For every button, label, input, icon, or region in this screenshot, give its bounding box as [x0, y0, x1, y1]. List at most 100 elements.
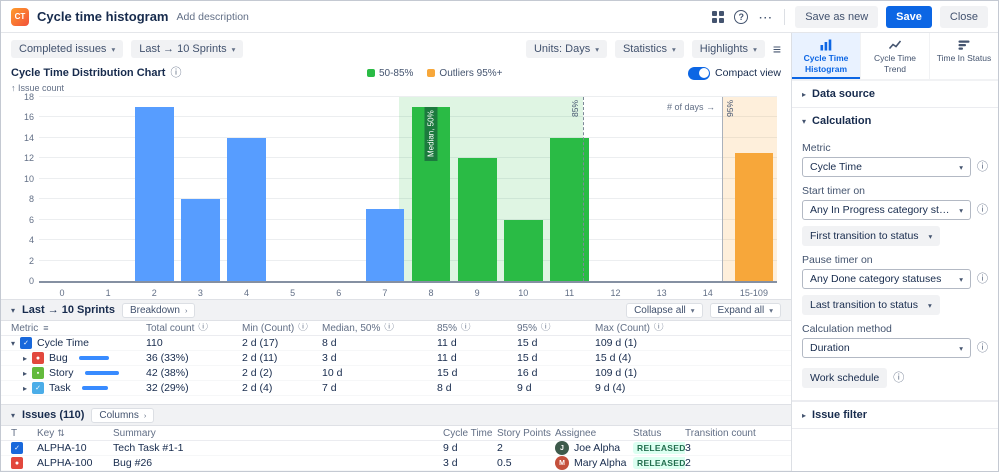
expand-chevron-icon[interactable]: ▾: [11, 338, 16, 348]
info-icon[interactable]: ⓘ: [170, 66, 182, 79]
issue-row[interactable]: ● ALPHA-100 Bug #26 3 d 0.5 M Mary Alpha RELEAS…: [1, 456, 791, 471]
help-icon[interactable]: ?: [734, 9, 749, 24]
section-calculation[interactable]: ▾ Calculation: [792, 108, 998, 134]
histogram-bar-3[interactable]: [181, 199, 220, 281]
column-header-min[interactable]: Min (Count): [242, 322, 295, 334]
collapse-all-button[interactable]: Collapse all ▾: [626, 302, 703, 318]
last-transition-dropdown[interactable]: Last transition to status ▾: [802, 295, 940, 316]
more-options-icon[interactable]: ⋯: [758, 8, 773, 25]
columns-button[interactable]: Columns ›: [91, 407, 155, 423]
column-header-summary[interactable]: Summary: [113, 427, 156, 439]
info-icon[interactable]: ⓘ: [198, 322, 208, 334]
y-axis-tick: 18: [23, 92, 34, 102]
sort-icon[interactable]: ⇅: [57, 427, 65, 438]
x-axis-tick: 4: [244, 288, 250, 298]
expand-chevron-icon[interactable]: ▸: [23, 368, 28, 378]
issue-row[interactable]: ✓ ALPHA-10 Tech Task #1-1 9 d 2 J Joe Alpha REL…: [1, 441, 791, 456]
chevron-down-icon: ▾: [595, 44, 599, 54]
column-header-transition-count[interactable]: Transition count: [685, 427, 756, 439]
tab-cycle-time-histogram[interactable]: Cycle Time Histogram: [792, 33, 861, 80]
issue-scope-dropdown[interactable]: Completed issues ▾: [11, 40, 124, 58]
info-icon[interactable]: ⓘ: [977, 160, 988, 173]
chevron-down-icon[interactable]: ▾: [11, 410, 16, 420]
x-axis-tick: 2: [151, 288, 157, 298]
start-timer-select[interactable]: Any In Progress category statuses ▾: [802, 200, 971, 221]
column-header-median[interactable]: Median, 50%: [322, 322, 381, 334]
section-issue-filter[interactable]: ▸ Issue filter: [792, 401, 998, 430]
sprint-range-dropdown[interactable]: Last → 10 Sprints ▾: [131, 40, 244, 58]
first-transition-dropdown[interactable]: First transition to status ▾: [802, 226, 941, 247]
info-icon[interactable]: ⓘ: [461, 322, 471, 334]
cell-total-count: 36 (33%): [146, 352, 189, 365]
histogram-bar-7[interactable]: [365, 209, 405, 281]
cell-summary[interactable]: Tech Task #1-1: [113, 442, 184, 454]
info-icon[interactable]: ⓘ: [977, 341, 988, 354]
add-description-link[interactable]: Add description: [176, 10, 249, 23]
cell-key[interactable]: ALPHA-10: [37, 442, 87, 454]
calculation-panel: Metric Cycle Time ▾ ⓘ Start timer on Any…: [792, 142, 998, 402]
pause-timer-select[interactable]: Any Done category statuses ▾: [802, 269, 971, 290]
calculation-method-field-label: Calculation method: [802, 323, 892, 336]
metric-select[interactable]: Cycle Time ▾: [802, 157, 971, 178]
column-header-max[interactable]: Max (Count): [595, 322, 651, 334]
column-header-metric[interactable]: Metric: [11, 322, 39, 334]
cell-metric: ▸ ● Bug: [11, 352, 146, 365]
apps-grid-icon[interactable]: [712, 10, 725, 23]
compact-view-toggle[interactable]: [688, 66, 711, 80]
column-header-85[interactable]: 85%: [437, 322, 458, 334]
histogram-bar-4[interactable]: [227, 137, 266, 281]
column-header-assignee[interactable]: Assignee: [555, 427, 597, 439]
histogram-bar-11[interactable]: [550, 137, 589, 281]
expand-all-button[interactable]: Expand all ▾: [709, 302, 781, 318]
column-header-type[interactable]: T: [11, 427, 18, 439]
info-icon[interactable]: ⓘ: [977, 203, 988, 216]
work-schedule-button[interactable]: Work schedule: [802, 368, 888, 389]
info-icon[interactable]: ⓘ: [298, 322, 308, 334]
breakdown-row[interactable]: ▸ ▪ Story 42 (38%) 2 d (2) 10 d 15 d 16 d 109 d …: [1, 366, 791, 382]
chevron-down-icon[interactable]: ▾: [11, 305, 16, 315]
cell-status: RELEASED: [633, 442, 685, 454]
column-header-total-count[interactable]: Total count: [146, 322, 195, 334]
breakdown-row[interactable]: ▸ ✓ Task 32 (29%) 2 d (4) 7 d 8 d 9 d 9 d (4): [1, 381, 791, 397]
breakdown-row[interactable]: ▾ ✓ Cycle Time 110 2 d (17) 8 d 11 d 15 d 109 d …: [1, 336, 791, 352]
cell-transition-count: 3: [685, 442, 691, 454]
tab-cycle-time-trend[interactable]: Cycle Time Trend: [861, 33, 930, 80]
histogram-bar-9[interactable]: [457, 158, 497, 281]
units-dropdown[interactable]: Units: Days ▾: [525, 40, 607, 58]
breakdown-row[interactable]: ▸ ● Bug 36 (33%) 2 d (11) 3 d 11 d 15 d 15 d (4): [1, 351, 791, 367]
close-button[interactable]: Close: [939, 5, 988, 28]
column-header-key[interactable]: Key: [37, 427, 55, 439]
statistics-dropdown[interactable]: Statistics ▾: [614, 40, 684, 58]
save-as-new-button[interactable]: Save as new: [795, 5, 879, 28]
column-header-status[interactable]: Status: [633, 427, 662, 439]
info-icon[interactable]: ⓘ: [977, 272, 988, 285]
status-badge: RELEASED: [633, 442, 685, 454]
histogram-bar-15-109[interactable]: [734, 153, 774, 281]
calculation-method-select[interactable]: Duration ▾: [802, 338, 971, 359]
gridline: [39, 239, 777, 241]
x-axis-tick: 13: [656, 288, 667, 298]
info-icon[interactable]: ⓘ: [384, 322, 394, 334]
section-data-source[interactable]: ▸ Data source: [792, 81, 998, 109]
breakdown-button[interactable]: Breakdown ›: [121, 302, 196, 318]
expand-chevron-icon[interactable]: ▸: [23, 353, 28, 363]
save-button[interactable]: Save: [886, 5, 932, 28]
column-header-95[interactable]: 95%: [517, 322, 538, 334]
tab-time-in-status[interactable]: Time In Status: [930, 33, 998, 79]
y-axis-tick: 2: [28, 255, 34, 266]
highlights-dropdown[interactable]: Highlights ▾: [691, 40, 765, 58]
info-icon[interactable]: ⓘ: [654, 322, 664, 334]
info-icon[interactable]: ⓘ: [541, 322, 551, 334]
chevron-right-icon: ▸: [802, 89, 807, 99]
column-header-cycle-time[interactable]: Cycle Time: [443, 427, 493, 439]
histogram-bar-10[interactable]: [503, 219, 543, 281]
expand-chevron-icon[interactable]: ▸: [23, 383, 28, 393]
cell-summary[interactable]: Bug #26: [113, 457, 153, 469]
column-header-story-points[interactable]: Story Points: [497, 427, 551, 439]
menu-icon[interactable]: ≡: [772, 41, 781, 57]
checkbox-icon[interactable]: ✓: [20, 337, 33, 350]
info-icon[interactable]: ⓘ: [893, 371, 905, 384]
last-transition-label: Last transition to status: [810, 299, 918, 312]
histogram-bar-2[interactable]: [134, 107, 174, 281]
cell-key[interactable]: ALPHA-100: [37, 457, 93, 469]
